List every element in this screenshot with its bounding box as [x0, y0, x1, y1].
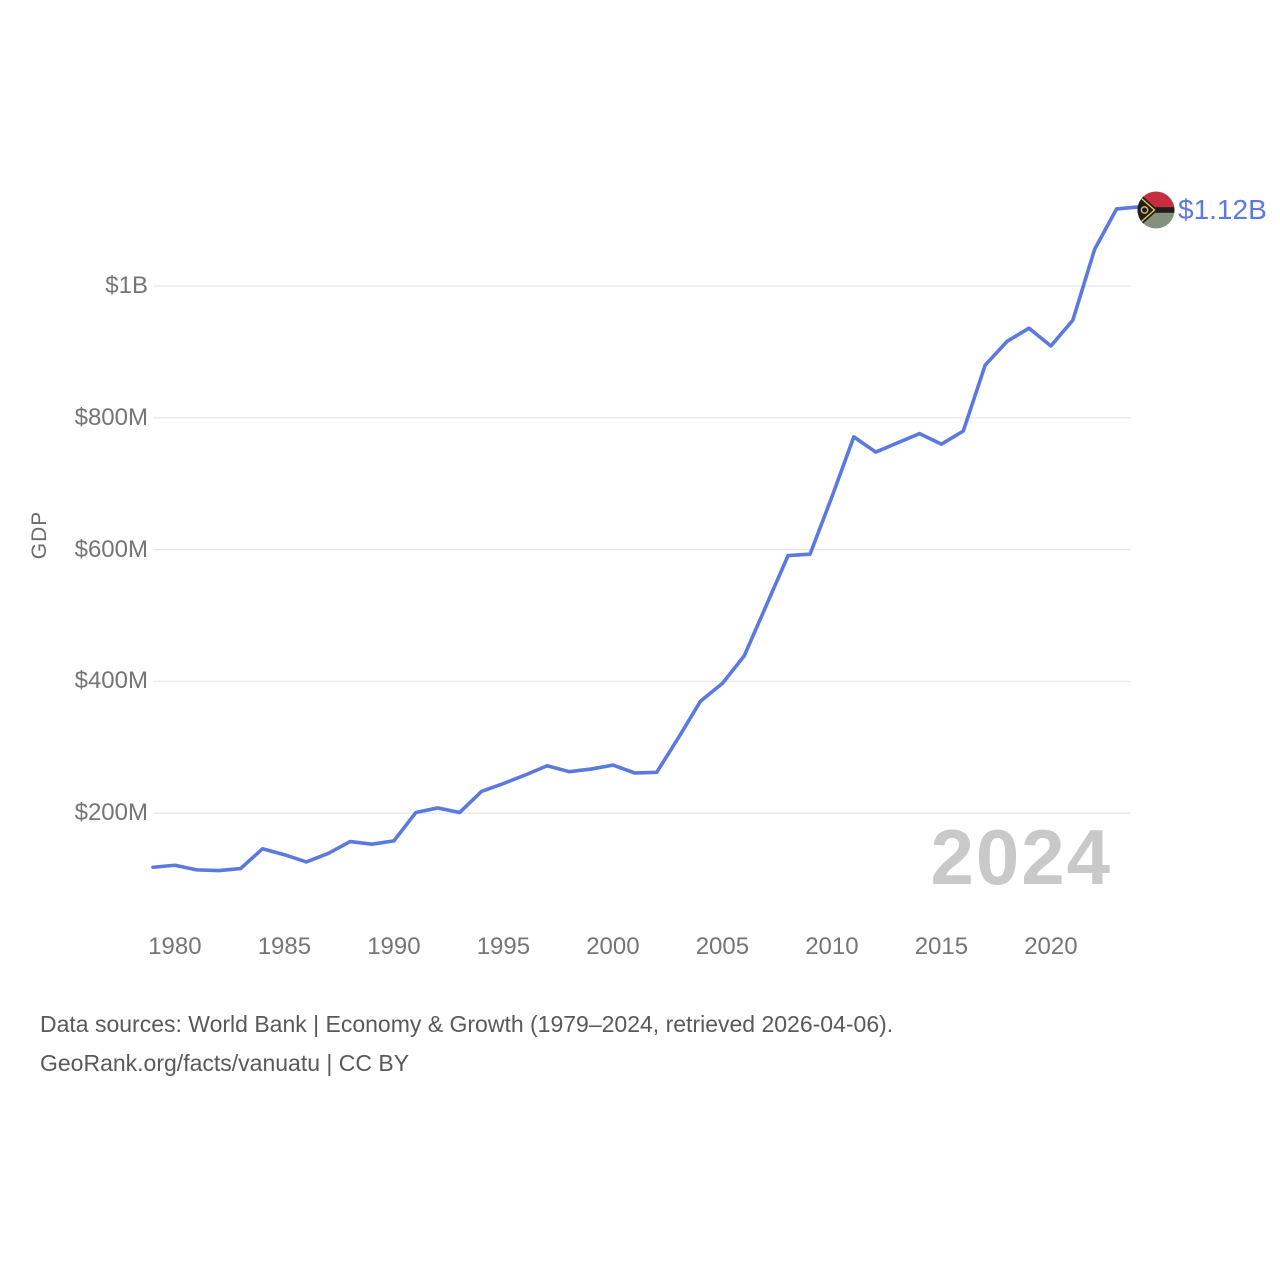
x-tick-label: 1995	[476, 933, 531, 960]
x-tick-label: 2000	[586, 933, 640, 960]
y-tick-label: $600M	[74, 535, 148, 563]
line-chart-plot	[151, 205, 1141, 873]
y-tick-label: $400M	[74, 667, 148, 695]
x-tick-label: 1980	[148, 933, 202, 960]
y-axis-title: GDP	[28, 510, 51, 560]
y-tick-label: $200M	[74, 799, 148, 827]
y-tick-label: $1B	[105, 272, 148, 299]
year-watermark: 2024	[930, 813, 1112, 901]
source-attribution: Data sources: World Bank | Economy & Gro…	[40, 1005, 893, 1083]
gdp-line-series	[151, 205, 1141, 873]
y-tick-label: $800M	[74, 403, 148, 431]
x-tick-label: 1990	[367, 933, 421, 960]
x-tick-label: 2020	[1024, 933, 1078, 960]
x-tick-label: 2015	[914, 933, 969, 960]
x-tick-label: 1985	[257, 933, 312, 960]
x-tick-label: 2010	[805, 933, 859, 960]
flag-boar-tusk-emblem	[1140, 206, 1149, 214]
license-line: GeoRank.org/facts/vanuatu | CC BY	[40, 1050, 410, 1076]
x-tick-label: 2005	[695, 933, 750, 960]
latest-value-label: $1.12B	[1178, 194, 1267, 225]
flag-yellow-fimbriation	[1137, 193, 1156, 227]
source-line: Data sources: World Bank | Economy & Gro…	[40, 1011, 894, 1037]
vanuatu-flag-icon	[1137, 191, 1175, 229]
